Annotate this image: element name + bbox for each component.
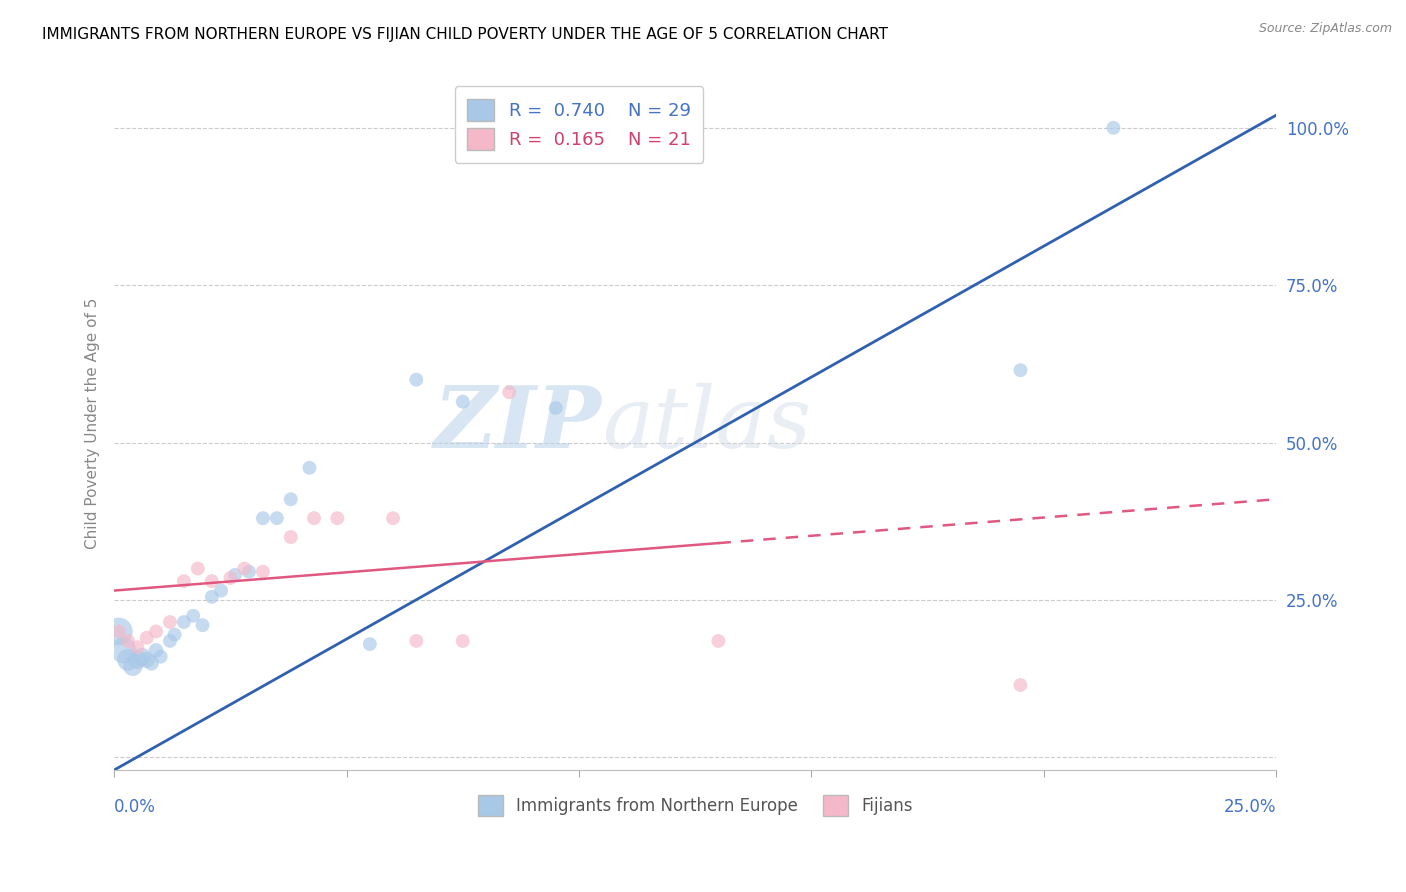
Point — [1102, 120, 1125, 135]
Point — [252, 511, 274, 525]
Text: 25.0%: 25.0% — [1223, 797, 1277, 815]
Point — [451, 394, 474, 409]
Y-axis label: Child Poverty Under the Age of 5: Child Poverty Under the Age of 5 — [86, 298, 100, 549]
Point — [121, 659, 143, 673]
Point — [209, 583, 232, 598]
Point — [173, 615, 195, 629]
Point — [191, 618, 214, 632]
Point — [163, 627, 186, 641]
Point — [187, 561, 209, 575]
Point — [382, 511, 405, 525]
Point — [219, 571, 242, 585]
Point — [359, 637, 381, 651]
Point — [498, 385, 520, 400]
Point — [233, 561, 256, 575]
Point — [117, 653, 139, 667]
Point — [108, 624, 131, 639]
Point — [173, 574, 195, 588]
Point — [127, 653, 149, 667]
Point — [131, 649, 153, 664]
Point — [302, 511, 325, 525]
Point — [149, 649, 172, 664]
Point — [266, 511, 288, 525]
Text: 0.0%: 0.0% — [114, 797, 156, 815]
Point — [112, 643, 135, 657]
Point — [326, 511, 349, 525]
Point — [201, 574, 224, 588]
Point — [159, 615, 181, 629]
Text: IMMIGRANTS FROM NORTHERN EUROPE VS FIJIAN CHILD POVERTY UNDER THE AGE OF 5 CORRE: IMMIGRANTS FROM NORTHERN EUROPE VS FIJIA… — [42, 27, 889, 42]
Legend: Immigrants from Northern Europe, Fijians: Immigrants from Northern Europe, Fijians — [470, 787, 921, 824]
Point — [1010, 678, 1032, 692]
Point — [405, 373, 427, 387]
Text: Source: ZipAtlas.com: Source: ZipAtlas.com — [1258, 22, 1392, 36]
Point — [181, 608, 204, 623]
Point — [224, 567, 246, 582]
Point — [127, 640, 149, 655]
Point — [252, 565, 274, 579]
Text: ZIP: ZIP — [434, 382, 602, 466]
Point — [280, 530, 302, 544]
Point — [145, 643, 167, 657]
Point — [201, 590, 224, 604]
Point — [405, 634, 427, 648]
Point — [141, 656, 163, 670]
Point — [451, 634, 474, 648]
Point — [707, 634, 730, 648]
Point — [135, 653, 157, 667]
Point — [145, 624, 167, 639]
Point — [1010, 363, 1032, 377]
Point — [544, 401, 567, 415]
Text: atlas: atlas — [602, 383, 811, 465]
Point — [108, 624, 131, 639]
Point — [298, 460, 321, 475]
Point — [280, 492, 302, 507]
Point — [135, 631, 157, 645]
Point — [117, 634, 139, 648]
Point — [238, 565, 260, 579]
Point — [159, 634, 181, 648]
